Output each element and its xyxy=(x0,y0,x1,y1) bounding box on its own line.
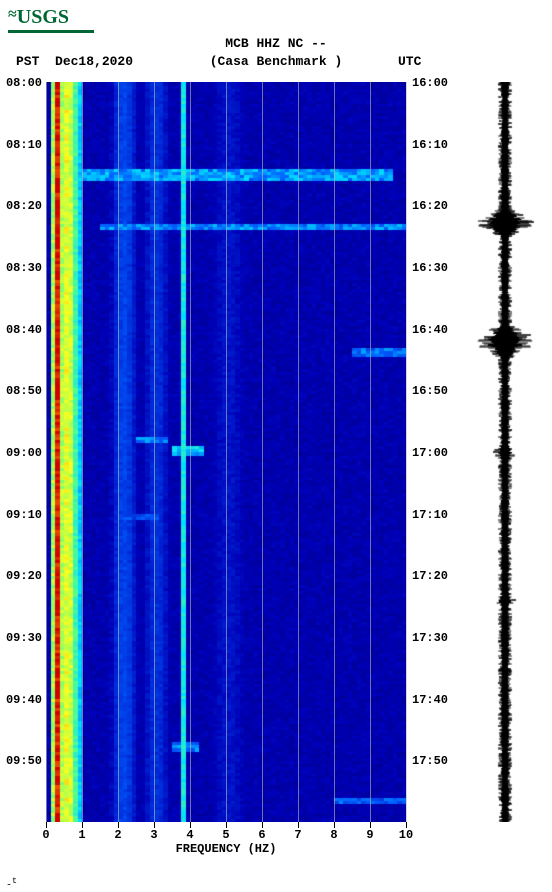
ytick-right: 17:30 xyxy=(412,631,448,645)
gridline-v xyxy=(226,82,227,822)
ytick-right: 16:40 xyxy=(412,323,448,337)
ytick-left: 08:30 xyxy=(2,261,42,275)
xtick-label: 5 xyxy=(222,828,229,842)
xtick-label: 6 xyxy=(258,828,265,842)
xtick-label: 10 xyxy=(399,828,413,842)
usgs-underline xyxy=(8,30,94,33)
gridline-v xyxy=(82,82,83,822)
ytick-left: 08:00 xyxy=(2,76,42,90)
ytick-right: 17:20 xyxy=(412,569,448,583)
gridline-v xyxy=(118,82,119,822)
ytick-left: 08:20 xyxy=(2,199,42,213)
ytick-left: 08:10 xyxy=(2,138,42,152)
gridline-v xyxy=(190,82,191,822)
seismogram-trace xyxy=(473,82,537,822)
chart-title: MCB HHZ NC -- xyxy=(0,36,552,51)
usgs-wave-icon: ≈ xyxy=(8,6,17,23)
header-right-tz: UTC xyxy=(398,54,421,69)
xtick-label: 0 xyxy=(42,828,49,842)
ytick-right: 16:30 xyxy=(412,261,448,275)
ytick-left: 09:00 xyxy=(2,446,42,460)
ytick-right: 17:50 xyxy=(412,754,448,768)
gridline-v xyxy=(370,82,371,822)
gridline-v xyxy=(154,82,155,822)
xtick-label: 4 xyxy=(186,828,193,842)
ytick-right: 16:50 xyxy=(412,384,448,398)
ytick-right: 17:10 xyxy=(412,508,448,522)
ytick-left: 09:10 xyxy=(2,508,42,522)
xtick-label: 1 xyxy=(78,828,85,842)
ytick-left: 09:40 xyxy=(2,693,42,707)
gridline-v xyxy=(46,82,47,822)
xtick-label: 2 xyxy=(114,828,121,842)
footer-mark: -t xyxy=(6,876,17,891)
ytick-left: 09:50 xyxy=(2,754,42,768)
ytick-left: 09:20 xyxy=(2,569,42,583)
xtick-label: 9 xyxy=(366,828,373,842)
ytick-left: 09:30 xyxy=(2,631,42,645)
xtick-label: 8 xyxy=(330,828,337,842)
ytick-right: 17:40 xyxy=(412,693,448,707)
gridline-v xyxy=(334,82,335,822)
ytick-left: 08:40 xyxy=(2,323,42,337)
gridline-v xyxy=(406,82,407,822)
usgs-logo: ≈USGS xyxy=(8,6,69,29)
ytick-right: 16:20 xyxy=(412,199,448,213)
header-station: (Casa Benchmark ) xyxy=(0,54,552,69)
gridline-v xyxy=(262,82,263,822)
gridline-v xyxy=(298,82,299,822)
usgs-text: USGS xyxy=(17,6,69,28)
ytick-right: 17:00 xyxy=(412,446,448,460)
ytick-right: 16:00 xyxy=(412,76,448,90)
ytick-left: 08:50 xyxy=(2,384,42,398)
ytick-right: 16:10 xyxy=(412,138,448,152)
x-axis-label: FREQUENCY (HZ) xyxy=(46,842,406,856)
xtick-label: 3 xyxy=(150,828,157,842)
xtick-label: 7 xyxy=(294,828,301,842)
